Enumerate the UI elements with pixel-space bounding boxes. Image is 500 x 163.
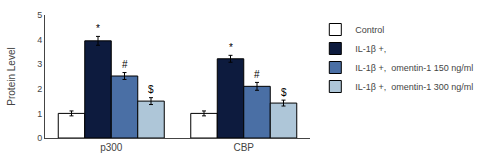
svg-text:#: # (254, 69, 260, 80)
svg-text:*: * (229, 42, 233, 53)
svg-text:IL-1β +, omentin-1 300 ng/ml: IL-1β +, omentin-1 300 ng/ml (355, 82, 473, 92)
svg-text:5: 5 (37, 10, 42, 20)
svg-text:IL-1β +,: IL-1β +, (355, 44, 386, 54)
svg-text:IL-1β +, omentin-1 150 ng/ml: IL-1β +, omentin-1 150 ng/ml (355, 63, 473, 73)
svg-text:2: 2 (37, 84, 42, 94)
svg-text:3: 3 (37, 59, 42, 69)
svg-text:#: # (122, 59, 128, 70)
svg-text:Control: Control (355, 25, 384, 35)
svg-text:*: * (96, 23, 100, 34)
svg-text:1: 1 (37, 109, 42, 119)
svg-text:$: $ (281, 87, 287, 98)
svg-text:4: 4 (37, 35, 42, 45)
svg-text:CBP: CBP (233, 142, 254, 153)
svg-text:p300: p300 (100, 142, 123, 153)
svg-text:Protein Level: Protein Level (6, 47, 17, 105)
svg-text:$: $ (148, 84, 154, 95)
svg-text:0: 0 (37, 133, 42, 143)
